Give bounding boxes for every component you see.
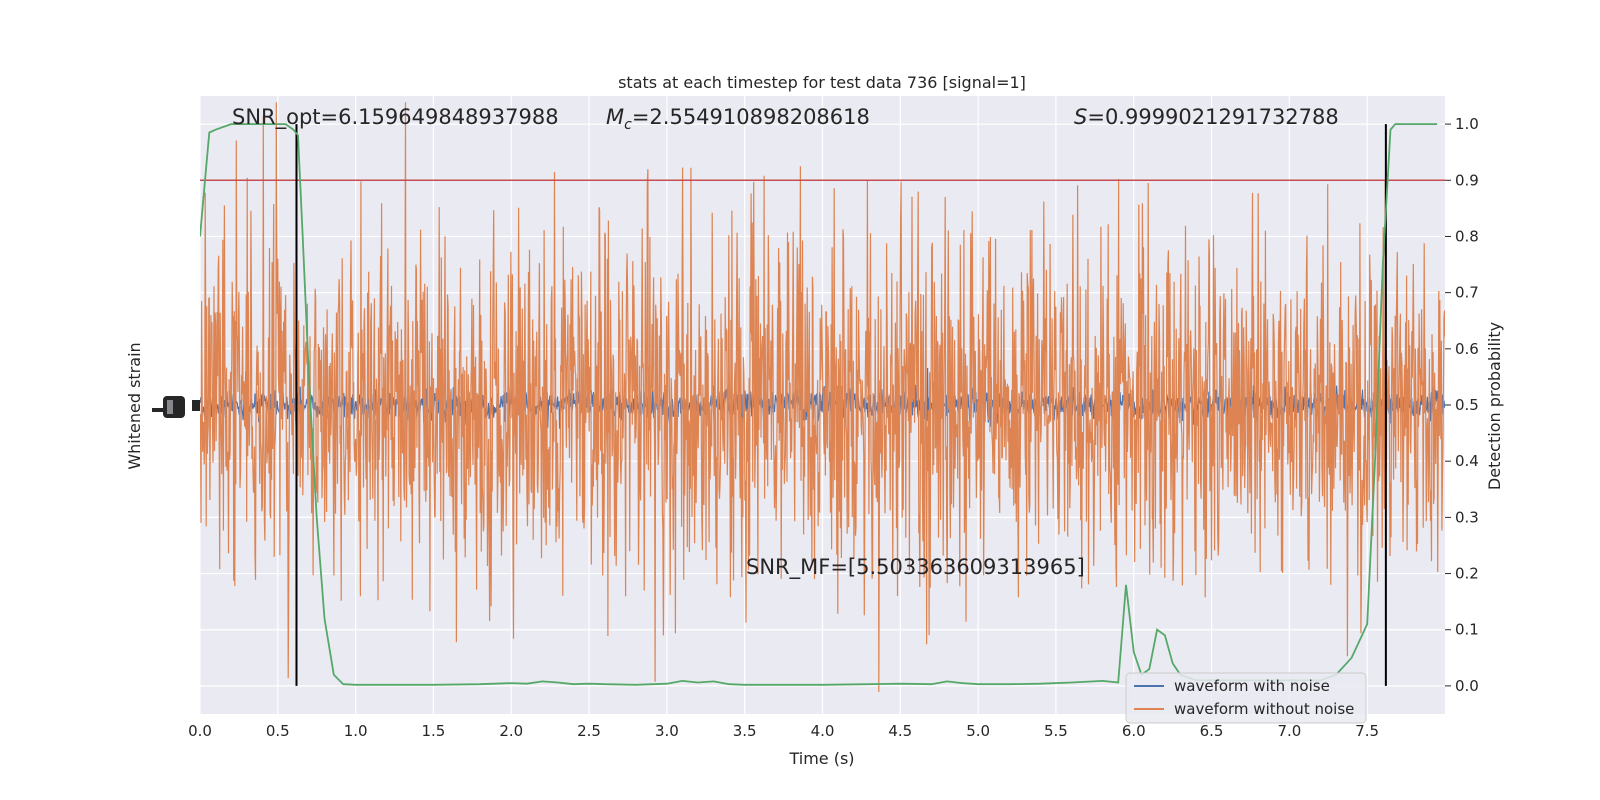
- legend-label-waveform-without-noise: waveform without noise: [1174, 700, 1354, 718]
- x-tick-label: 0.5: [266, 722, 290, 740]
- stat-symbol: S: [1074, 105, 1087, 129]
- legend-box: [1125, 672, 1367, 724]
- chart-title: stats at each timestep for test data 736…: [618, 73, 1026, 92]
- y2-tick-label: 1.0: [1455, 115, 1479, 133]
- x-tick-label: 7.0: [1277, 722, 1301, 740]
- x-tick-label: 6.0: [1122, 722, 1146, 740]
- x-tick-label: 0.0: [188, 722, 212, 740]
- snr-opt-annotation: SNR_opt=6.159649848937988: [232, 105, 559, 130]
- x-tick-label: 3.5: [733, 722, 757, 740]
- y2-tick-label: 0.6: [1455, 340, 1479, 358]
- x-tick-label: 4.0: [811, 722, 835, 740]
- x-tick-label: 1.0: [344, 722, 368, 740]
- x-tick-label: 6.5: [1200, 722, 1224, 740]
- x-tick-label: 2.0: [499, 722, 523, 740]
- y2-tick-label: 0.2: [1455, 565, 1479, 583]
- stat-annotation: S=0.9999021291732788: [1074, 105, 1339, 129]
- stat-value: =0.9999021291732788: [1087, 105, 1338, 129]
- x-tick-label: 5.5: [1044, 722, 1068, 740]
- chirp-mass-symbol: M: [606, 105, 624, 129]
- y2-tick-label: 0.5: [1455, 396, 1479, 414]
- legend-label-waveform-with-noise: waveform with noise: [1174, 677, 1330, 695]
- y2-axis-ticks: 0.0 0.1 0.2 0.3 0.4 0.5 0.6 0.7 0.8 0.9 1.0: [1445, 115, 1479, 695]
- x-tick-label: 3.0: [655, 722, 679, 740]
- x-tick-label: 4.5: [888, 722, 912, 740]
- y2-tick-label: 0.9: [1455, 171, 1479, 189]
- x-tick-label: 5.0: [966, 722, 990, 740]
- legend: waveform with noise waveform without noi…: [1125, 672, 1367, 724]
- x-axis-label: Time (s): [788, 749, 854, 768]
- chirp-mass-value: =2.554910898208618: [632, 105, 870, 129]
- snr-mf-annotation: SNR_MF=[5.503363609313965]: [746, 555, 1085, 580]
- x-tick-label: 1.5: [422, 722, 446, 740]
- y2-tick-label: 0.1: [1455, 621, 1479, 639]
- x-tick-label: 7.5: [1355, 722, 1379, 740]
- y2-tick-label: 0.4: [1455, 452, 1479, 470]
- chirp-mass-annotation: Mc=2.554910898208618: [606, 105, 870, 133]
- y-axis-label: Whitened strain: [125, 342, 144, 469]
- y-axis-tick-cluster: [152, 396, 200, 418]
- y2-tick-label: 0.8: [1455, 227, 1479, 245]
- y2-tick-label: 0.3: [1455, 508, 1479, 526]
- x-axis-ticks: 0.0 0.5 1.0 1.5 2.0 2.5 3.0 3.5 4.0 4.5 5.0 5.5 6.0 6…: [188, 722, 1379, 740]
- series-waveform-without-noise: [200, 102, 1445, 693]
- chirp-mass-subscript: c: [624, 117, 632, 133]
- y2-tick-label: 0.7: [1455, 284, 1479, 302]
- y2-axis-label: Detection probability: [1485, 322, 1504, 490]
- x-tick-label: 2.5: [577, 722, 601, 740]
- y2-tick-label: 0.0: [1455, 677, 1479, 695]
